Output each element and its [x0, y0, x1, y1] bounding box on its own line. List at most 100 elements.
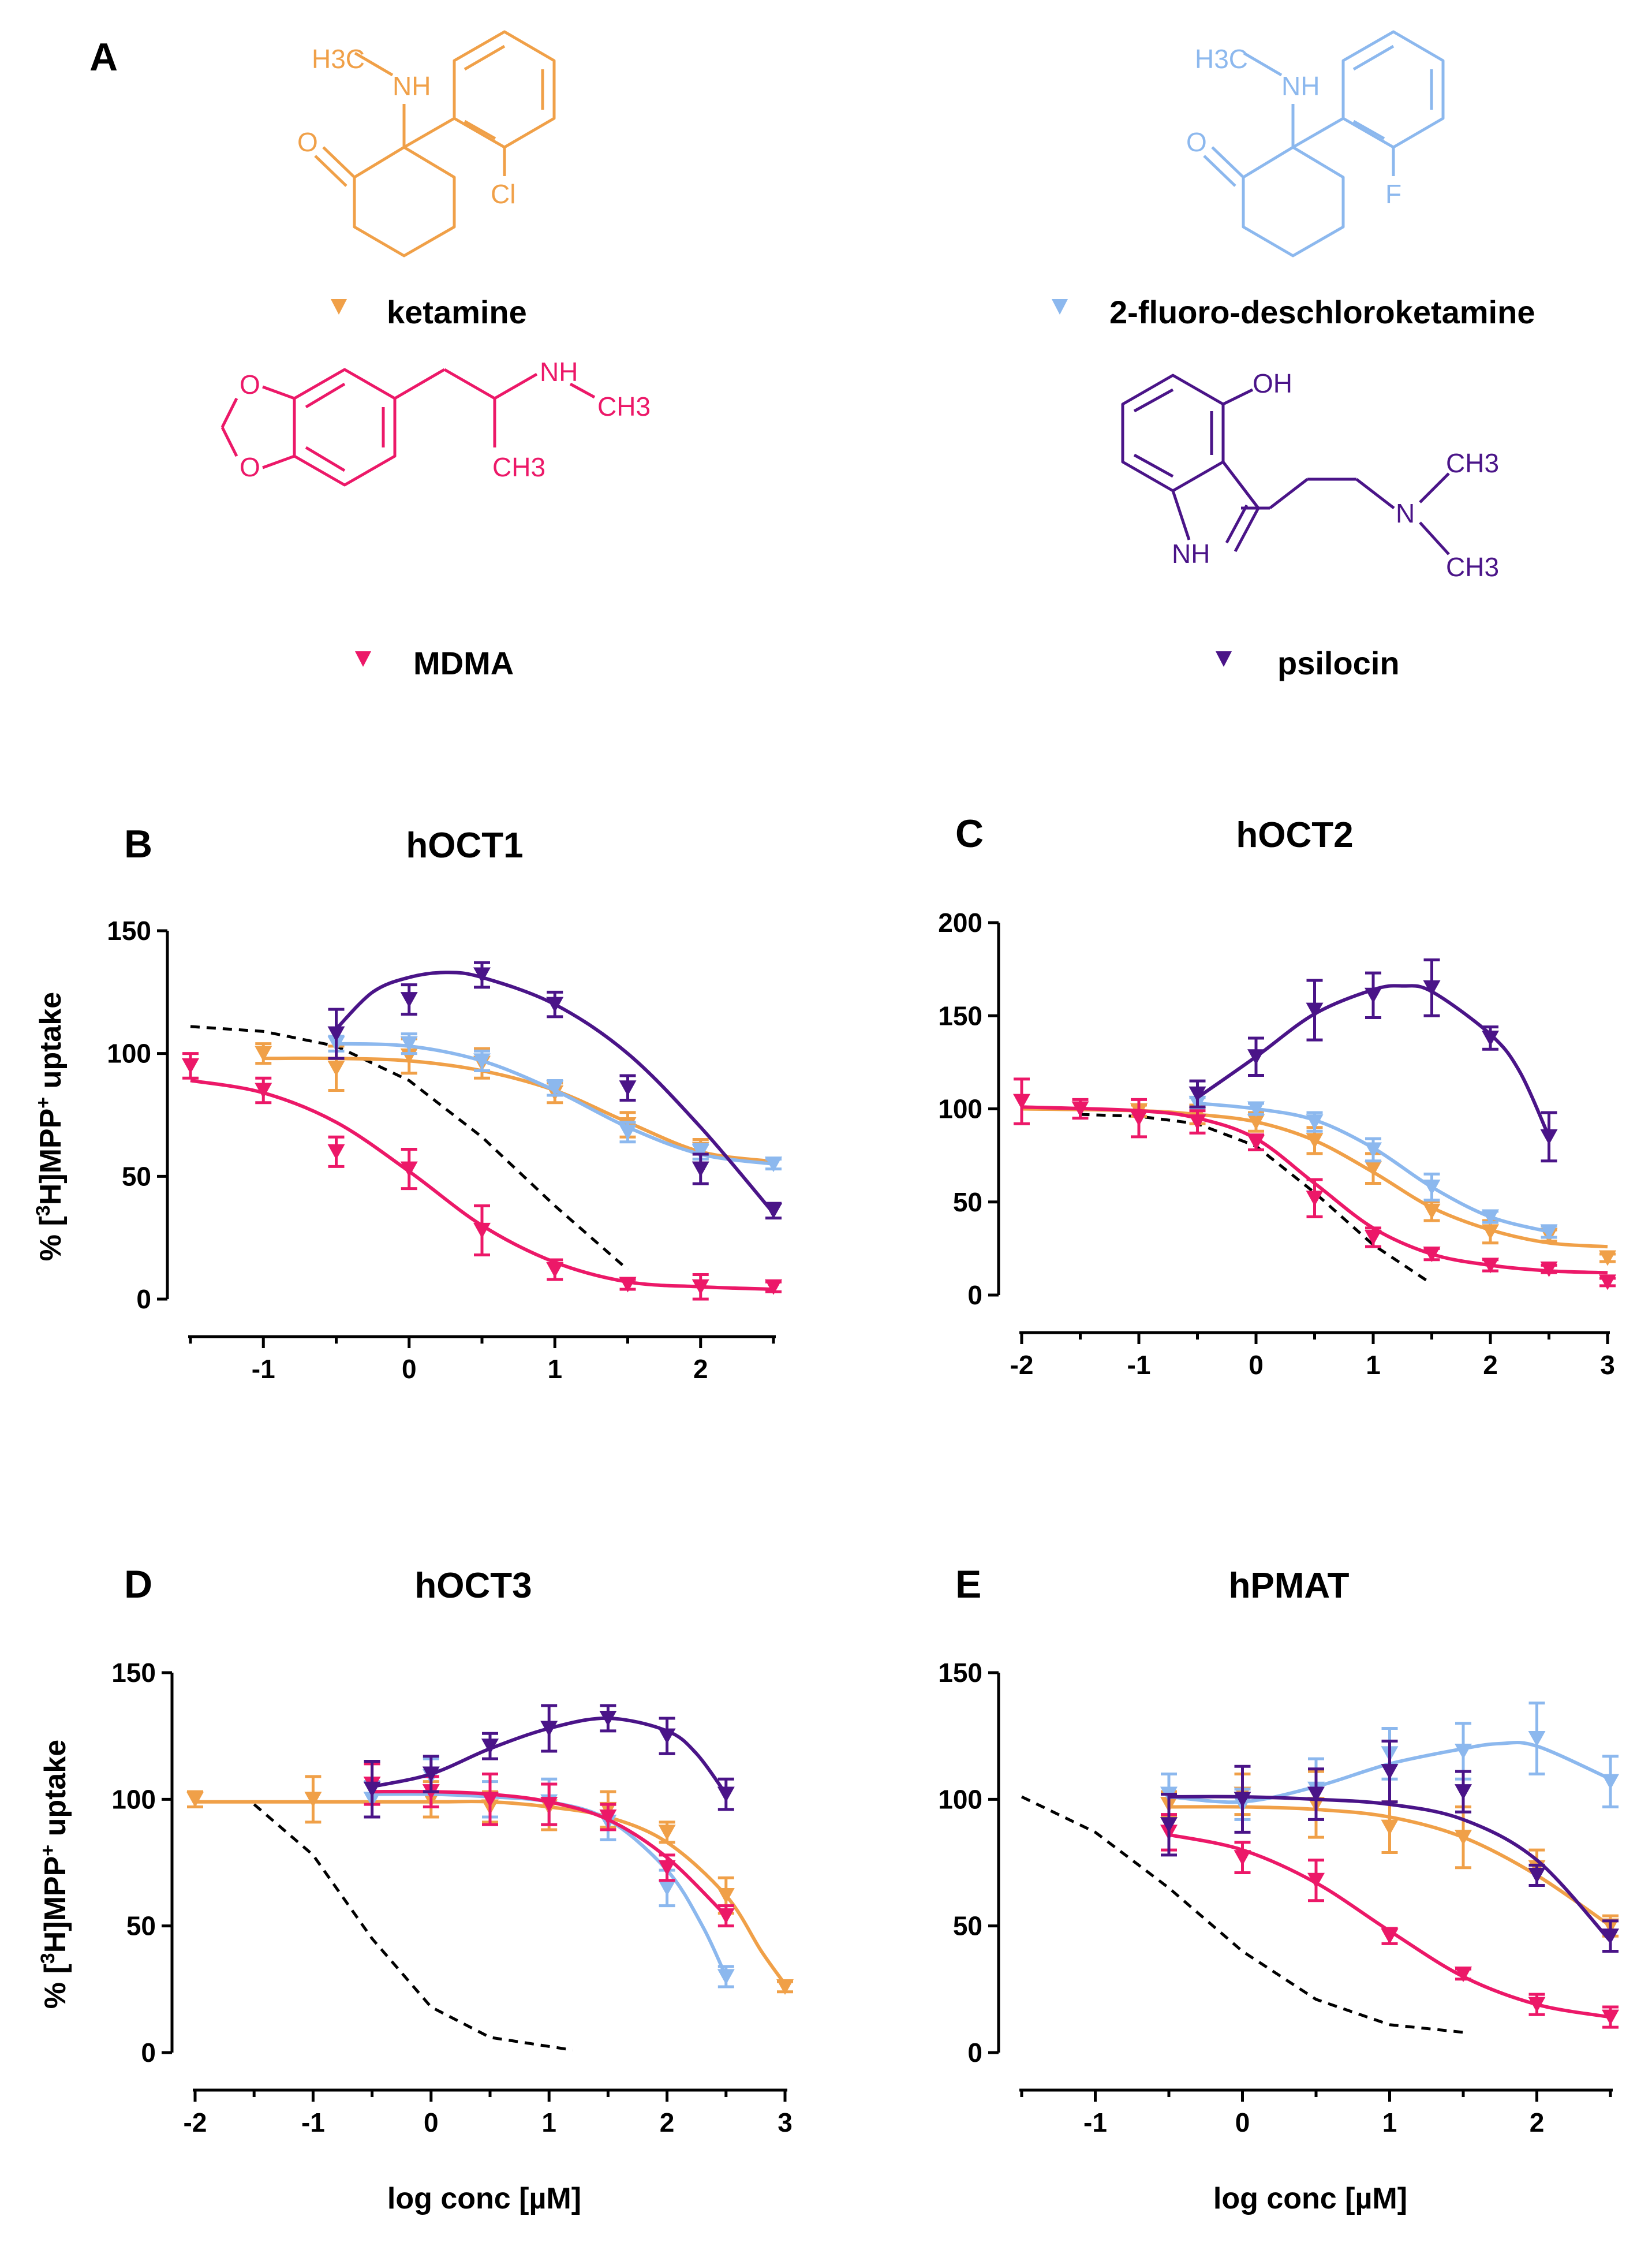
data-point-mdma-b [619, 1277, 637, 1293]
y-axis-label-b: % [3H]MPP+ uptake [32, 992, 68, 1261]
fluoro-f-label: F [1385, 179, 1401, 209]
data-point-psilocin-d [599, 1710, 617, 1726]
data-point-fluoro-b [765, 1156, 782, 1173]
data-point-fluoro-c [1365, 1142, 1382, 1158]
data-point-fluoro-b [473, 1053, 491, 1069]
psilocin-nh-label: NH [1172, 539, 1210, 569]
y-tick-label-d: 100 [111, 1784, 156, 1814]
data-point-psilocin-e [1160, 1817, 1178, 1833]
y-tick-label-c: 0 [967, 1280, 982, 1310]
data-point-fluoro-e [1602, 1774, 1619, 1790]
data-point-psilocin-b [327, 1026, 345, 1042]
legend-label-fluoro: 2-fluoro-deschloroketamine [1109, 294, 1535, 330]
data-point-mdma-b [327, 1144, 345, 1160]
y-tick-label-c: 150 [938, 1001, 982, 1031]
data-point-psilocin-e [1455, 1784, 1472, 1800]
series-psilocin-d [363, 1704, 735, 1819]
data-point-fluoro-c [1306, 1114, 1324, 1131]
data-point-ketamine-c [1365, 1161, 1382, 1177]
y-tick-label-c: 50 [953, 1187, 982, 1217]
x-tick-label-e: -1 [1083, 2107, 1107, 2137]
panel-letter-c: C [955, 812, 984, 856]
fluoro-h3c-label: H3C [1195, 44, 1248, 74]
mdma-structure [220, 368, 596, 487]
legend-item-psilocin: psilocin [1216, 645, 1400, 681]
ketamine-structure [314, 30, 556, 258]
panel-letter-a: A [89, 35, 118, 79]
data-point-mdma-b [473, 1222, 491, 1238]
fluoro-structure [1203, 30, 1445, 258]
x-tick-label-d: -1 [301, 2107, 325, 2137]
series-mdma-b [182, 1052, 782, 1301]
y-tick-label-d: 0 [141, 2038, 156, 2068]
x-tick-label-c: -2 [1010, 1350, 1034, 1380]
y-tick-label-b: 100 [107, 1039, 151, 1069]
data-point-psilocin-c [1306, 1002, 1324, 1018]
data-point-psilocin-b [619, 1080, 637, 1096]
data-point-psilocin-b [692, 1161, 709, 1177]
data-point-mdma-b [546, 1262, 564, 1278]
fluoro-nh-label: NH [1281, 71, 1320, 101]
x-tick-label-b: 0 [402, 1354, 417, 1384]
data-point-ketamine-c [1306, 1133, 1324, 1149]
chart-title-e: hPMAT [1229, 1566, 1350, 1606]
data-point-ketamine-e [1455, 1830, 1472, 1846]
panel-letter-e: E [955, 1562, 981, 1606]
x-tick-label-c: 1 [1366, 1350, 1381, 1380]
data-point-psilocin-e [1307, 1786, 1325, 1803]
data-point-fluoro-e [1528, 1731, 1546, 1747]
fluoro-o-label: O [1186, 127, 1207, 157]
reference-curve-b [190, 1025, 629, 1271]
x-tick-label-e: 2 [1530, 2107, 1545, 2137]
data-point-fluoro-b [619, 1124, 637, 1140]
data-point-ketamine-d [658, 1825, 676, 1841]
data-point-mdma-c [1071, 1101, 1089, 1117]
legend-marker-ketamine [331, 299, 347, 315]
data-point-psilocin-c [1365, 987, 1382, 1003]
data-point-psilocin-e [1602, 1928, 1619, 1945]
data-point-psilocin-d [658, 1728, 676, 1744]
x-tick-label-d: 3 [778, 2107, 793, 2137]
data-point-fluoro-e [1455, 1743, 1472, 1759]
ketamine-h3c-label: H3C [312, 44, 365, 74]
data-point-psilocin-b [400, 992, 418, 1008]
fit-curve-psilocin-c [1196, 984, 1551, 1138]
x-tick-label-c: 0 [1249, 1350, 1264, 1380]
mdma-ch3b-label: CH3 [492, 452, 545, 482]
data-point-fluoro-c [1247, 1101, 1265, 1117]
data-point-ketamine-d [304, 1792, 322, 1808]
data-point-mdma-b [182, 1058, 199, 1074]
y-axis-label-d: % [3H]MPP+ uptake [37, 1740, 72, 2009]
data-point-psilocin-e [1381, 1764, 1399, 1780]
series-fluoro-c [1188, 1095, 1558, 1240]
data-point-ketamine-b [327, 1061, 345, 1077]
ketamine-nh-label: NH [393, 71, 431, 101]
y-tick-label-c: 200 [938, 908, 982, 938]
x-tick-label-b: 1 [547, 1354, 562, 1384]
data-point-psilocin-d [363, 1781, 381, 1797]
ketamine-cl-label: Cl [491, 179, 515, 209]
mdma-nh-label: NH [540, 357, 578, 387]
data-point-mdma-c [1247, 1135, 1265, 1151]
x-tick-label-b: -1 [252, 1354, 275, 1384]
data-point-fluoro-d [658, 1880, 676, 1896]
data-point-psilocin-c [1423, 980, 1441, 996]
x-axis-label-d: log conc [µM] [387, 2182, 581, 2215]
mdma-o2-label: O [240, 452, 260, 482]
series-psilocin-e [1160, 1739, 1619, 1953]
data-point-fluoro-c [1482, 1209, 1499, 1225]
data-point-psilocin-b [473, 967, 491, 983]
series-psilocin-b [327, 961, 782, 1220]
data-point-mdma-b [400, 1161, 418, 1177]
fit-curve-psilocin-b [335, 971, 775, 1215]
data-point-fluoro-c [1423, 1179, 1441, 1195]
legend-label-psilocin: psilocin [1277, 645, 1400, 681]
psilocin-structure [1121, 374, 1450, 555]
data-point-mdma-e [1381, 1928, 1399, 1945]
data-point-psilocin-c [1247, 1049, 1265, 1065]
data-point-psilocin-d [481, 1738, 499, 1755]
data-point-psilocin-b [765, 1203, 782, 1219]
legend-marker-psilocin [1216, 651, 1232, 667]
y-tick-label-e: 100 [938, 1784, 982, 1814]
mdma-atom-labels: O O NH CH3 CH3 [240, 357, 651, 482]
